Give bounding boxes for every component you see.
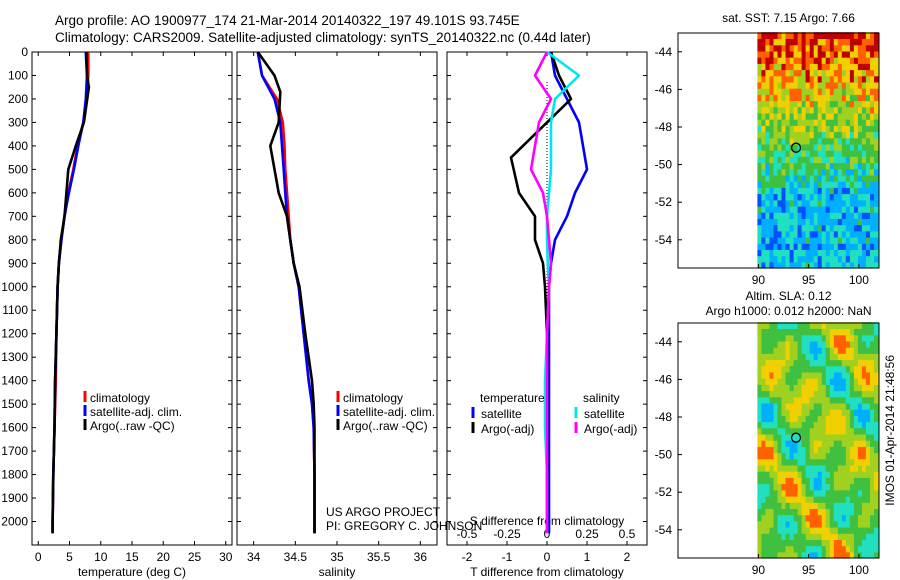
map-y-tick-label: -46 <box>655 82 673 96</box>
y-tick-label: 500 <box>8 162 28 176</box>
x2-tick-label: 0.5 <box>619 527 636 541</box>
x2-tick-label: 0 <box>544 527 551 541</box>
map-x-tick-label: 95 <box>802 563 816 577</box>
legend-label: climatology <box>343 391 403 405</box>
x-tick-label: 10 <box>94 550 108 564</box>
y-tick-label: 2000 <box>1 515 28 529</box>
argo-position-marker <box>790 432 802 443</box>
legend-title: temperature <box>480 391 545 405</box>
x-tick-label: 0 <box>35 550 42 564</box>
x2-tick-label: -0.5 <box>457 527 478 541</box>
legend-label: Argo(-adj) <box>481 422 534 436</box>
map-title: sat. SST: 7.15 Argo: 7.66 <box>722 11 855 25</box>
y-tick-label: 200 <box>8 92 28 106</box>
y-tick-label: 1100 <box>2 303 28 317</box>
map-x-tick-label: 90 <box>752 273 766 287</box>
series-line-argo-raw-qc- <box>256 51 316 534</box>
map-y-tick-label: -54 <box>655 523 673 537</box>
x-tick-label: 30 <box>219 550 233 564</box>
y-tick-label: 1600 <box>1 421 28 435</box>
x-axis-label: temperature (deg C) <box>78 565 186 579</box>
map-y-tick-label: -52 <box>655 195 673 209</box>
map-frame-1 <box>677 32 880 269</box>
x-tick-label: 0 <box>544 550 551 564</box>
map-y-tick-label: -50 <box>655 448 673 462</box>
x-axis-label: salinity <box>319 565 356 579</box>
x-tick-label: -1 <box>502 550 513 564</box>
panel-frame-1 <box>31 51 233 546</box>
x-tick-label: 36 <box>414 550 428 564</box>
x-tick-label: 25 <box>188 550 202 564</box>
map-y-tick-label: -54 <box>655 233 673 247</box>
series-line-argo-raw-qc- <box>51 51 91 534</box>
map-y-tick-label: -44 <box>655 335 673 349</box>
x-tick-label: -2 <box>462 550 473 564</box>
pi-label: PI: GREGORY C. JOHNSON <box>326 519 482 533</box>
x-tick-label: 34.5 <box>284 550 308 564</box>
map-y-tick-label: -44 <box>655 45 673 59</box>
y-tick-label: 1000 <box>1 280 28 294</box>
y-tick-label: 1400 <box>1 374 28 388</box>
project-label: US ARGO PROJECT <box>326 505 441 519</box>
x-tick-label: 15 <box>125 550 139 564</box>
map-y-tick-label: -48 <box>655 410 673 424</box>
legend-label: Argo(-adj) <box>584 422 637 436</box>
map-1-cells <box>757 32 879 269</box>
x-tick-label: 20 <box>157 550 171 564</box>
y-tick-label: 600 <box>8 186 28 200</box>
y-tick-label: 700 <box>8 209 28 223</box>
x2-tick-label: -0.25 <box>493 527 521 541</box>
map-title: Altim. SLA: 0.12 <box>745 289 831 303</box>
x-tick-label: 1 <box>584 550 591 564</box>
series-line-salinity-argo-adj- <box>529 51 553 534</box>
x-axis-label: T difference from climatology <box>470 565 624 579</box>
map-subtitle: Argo h1000: 0.012 h2000: NaN <box>705 304 871 318</box>
legend-label: satellite <box>584 407 625 421</box>
y-tick-label: 1300 <box>1 350 28 364</box>
x-tick-label: 35 <box>330 550 344 564</box>
y-tick-label: 1700 <box>1 444 28 458</box>
y-tick-label: 1500 <box>1 397 28 411</box>
argo-position-marker <box>790 142 802 153</box>
series-line-temperature-satellite <box>547 51 589 534</box>
x-tick-label: 5 <box>66 550 73 564</box>
y-tick-label: 300 <box>8 115 28 129</box>
map-y-tick-label: -52 <box>655 485 673 499</box>
y-tick-label: 0 <box>21 45 28 59</box>
y-tick-label: 800 <box>8 233 28 247</box>
map-y-tick-label: -46 <box>655 372 673 386</box>
legend-label: satellite-adj. clim. <box>90 405 182 419</box>
panel-frame-2 <box>236 51 438 546</box>
legend-label: Argo(..raw -QC) <box>343 419 428 433</box>
x-tick-label: 34 <box>247 550 261 564</box>
x-tick-label: 2 <box>624 550 631 564</box>
map-x-tick-label: 90 <box>752 563 766 577</box>
map-x-tick-label: 95 <box>802 273 816 287</box>
legend-title: salinity <box>583 391 620 405</box>
y-tick-label: 1900 <box>1 491 28 505</box>
map-x-tick-label: 100 <box>849 563 869 577</box>
map-y-tick-label: -48 <box>655 120 673 134</box>
climatology-title: Climatology: CARS2009. Satellite-adjuste… <box>55 30 591 45</box>
map-2-cells <box>757 322 879 559</box>
y-tick-label: 100 <box>8 68 28 82</box>
map-frame-2 <box>677 322 880 559</box>
y-tick-label: 1200 <box>1 327 28 341</box>
map-y-tick-label: -50 <box>655 158 673 172</box>
x-tick-label: 35.5 <box>367 550 391 564</box>
y-tick-label: 400 <box>8 139 28 153</box>
y-tick-label: 1800 <box>1 468 28 482</box>
legend-label: Argo(..raw -QC) <box>90 419 175 433</box>
map-x-tick-label: 100 <box>849 273 869 287</box>
legend-label: satellite <box>481 407 522 421</box>
profile-title: Argo profile: AO 1900977_174 21-Mar-2014… <box>55 13 520 28</box>
legend-label: satellite-adj. clim. <box>343 405 435 419</box>
legend-label: climatology <box>90 391 150 405</box>
imos-timestamp: IMOS 01-Apr-2014 21:48:56 <box>883 355 897 506</box>
y-tick-label: 900 <box>8 256 28 270</box>
x2-tick-label: 0.25 <box>575 527 599 541</box>
